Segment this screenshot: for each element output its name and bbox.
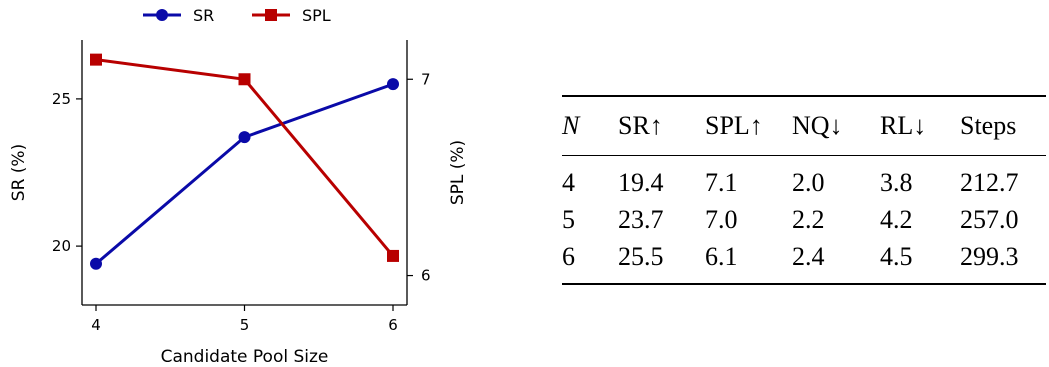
table-cell: 6.1 — [705, 241, 738, 271]
table-cell: 299.3 — [960, 241, 1019, 271]
header-spl: SPL↑ — [705, 111, 763, 140]
table-cell: 25.5 — [618, 241, 664, 271]
spl-legend-marker — [265, 9, 277, 21]
sr-data-point — [238, 131, 251, 144]
table-cell: 7.0 — [705, 204, 738, 234]
table-cell: 23.7 — [618, 204, 664, 234]
table-row: 5 23.7 7.0 2.2 4.2 257.0 — [562, 201, 1046, 238]
spl-data-point — [90, 53, 102, 66]
chart-legend: SR SPL — [143, 6, 331, 25]
sr-data-point — [387, 78, 399, 91]
table-cell: 6 — [562, 241, 575, 271]
table-cell: 4 — [562, 167, 575, 197]
right-axis-label: SPL (%) — [448, 140, 468, 205]
left-tick-label: 20 — [52, 237, 71, 255]
table-row: 6 25.5 6.1 2.4 4.5 299.3 — [562, 238, 1046, 284]
left-axis-label: SR (%) — [9, 144, 29, 201]
table-cell: 4.5 — [880, 241, 913, 271]
header-n: N — [562, 111, 580, 140]
chart-series — [90, 53, 399, 270]
sr-legend-marker — [156, 9, 168, 21]
x-tick-label: 4 — [91, 316, 101, 334]
spl-data-point — [238, 73, 251, 86]
left-tick-label: 25 — [52, 90, 71, 108]
right-tick-label: 6 — [421, 267, 431, 285]
x-axis-label: Candidate Pool Size — [161, 347, 329, 367]
spl-data-point — [387, 249, 399, 262]
results-table-container: N SR↑ SPL↑ NQ↓ RL↓ Steps 4 19.4 7.1 2.0 … — [562, 95, 1046, 285]
table-cell: 5 — [562, 204, 575, 234]
results-table: N SR↑ SPL↑ NQ↓ RL↓ Steps 4 19.4 7.1 2.0 … — [562, 95, 1046, 285]
table-header-row: N SR↑ SPL↑ NQ↓ RL↓ Steps — [562, 96, 1046, 156]
table-cell: 257.0 — [960, 204, 1019, 234]
header-nq: NQ↓ — [792, 111, 843, 140]
table-cell: 7.1 — [705, 167, 738, 197]
header-rl: RL↓ — [880, 111, 927, 140]
right-tick-label: 7 — [421, 70, 431, 88]
x-tick-label: 5 — [240, 316, 250, 334]
sr-legend-label: SR — [193, 6, 214, 25]
table-row: 4 19.4 7.1 2.0 3.8 212.7 — [562, 156, 1046, 202]
line-chart: SR SPL 4 5 6 Candidate Pool Size 20 25 SR (%) 6 7… — [9, 6, 468, 367]
sr-data-point — [90, 257, 102, 270]
sr-series-line — [95, 82, 394, 265]
table-cell: 2.2 — [792, 204, 825, 234]
x-tick-label: 6 — [388, 316, 398, 334]
table-cell: 2.0 — [792, 167, 825, 197]
table-cell: 3.8 — [880, 167, 913, 197]
table-cell: 2.4 — [792, 241, 825, 271]
header-steps: Steps — [960, 111, 1017, 140]
header-sr: SR↑ — [618, 111, 663, 140]
spl-legend-label: SPL — [302, 6, 331, 25]
table-cell: 212.7 — [960, 167, 1019, 197]
table-cell: 19.4 — [618, 167, 664, 197]
table-cell: 4.2 — [880, 204, 913, 234]
chart-axes: 4 5 6 Candidate Pool Size 20 25 SR (%) 6 7 SPL (%… — [9, 40, 468, 367]
